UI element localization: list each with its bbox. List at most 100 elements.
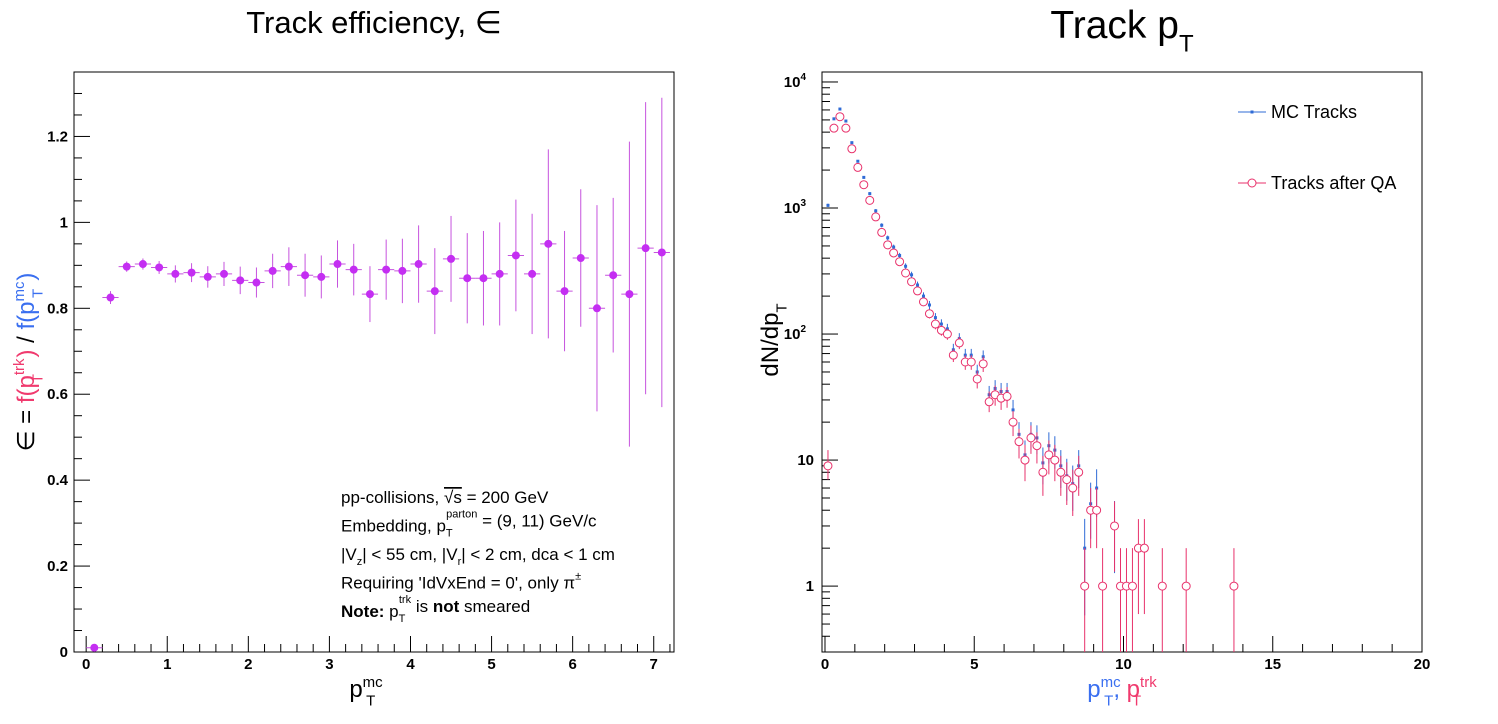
x-tick-label: 10	[1115, 656, 1132, 673]
mc-marker	[921, 294, 925, 298]
x-tick-label: 1	[163, 656, 171, 673]
trk-track-point	[889, 248, 899, 258]
efficiency-marker	[106, 293, 115, 302]
efficiency-marker	[657, 248, 666, 257]
efficiency-point	[524, 213, 541, 335]
trk-marker	[978, 359, 988, 369]
efficiency-point	[588, 205, 606, 412]
trk-marker	[853, 162, 863, 172]
mc-marker	[874, 209, 878, 213]
efficiency-marker	[398, 266, 407, 275]
y-tick-label: 0.2	[47, 558, 68, 575]
trk-track-point	[1229, 548, 1239, 652]
trk-track-point	[1014, 428, 1024, 459]
mc-track-point	[826, 203, 830, 208]
efficiency-marker	[382, 265, 391, 274]
mc-track-point	[838, 107, 842, 111]
mc-track-point	[868, 192, 872, 196]
trk-track-point	[1044, 440, 1054, 475]
annotation-line: Embedding, pT​parton​ = (9, 11) GeV/c	[341, 509, 597, 540]
annotation-line: Note: pT​trk​ is not smeared	[341, 594, 530, 625]
trk-track-point	[907, 277, 917, 287]
efficiency-marker	[365, 290, 374, 299]
efficiency-marker	[220, 269, 228, 278]
trk-marker	[835, 112, 845, 122]
trk-track-point	[1002, 387, 1012, 408]
trk-track-point	[847, 144, 857, 154]
efficiency-point	[329, 240, 346, 288]
efficiency-point	[151, 261, 168, 274]
efficiency-marker	[268, 266, 277, 275]
trk-marker	[895, 257, 905, 267]
trk-track-point	[1032, 432, 1042, 464]
trk-marker	[954, 338, 964, 348]
mc-track-point	[880, 223, 884, 228]
trk-track-point	[954, 336, 964, 350]
trk-marker	[1032, 441, 1042, 451]
trk-marker	[1020, 455, 1030, 465]
trk-marker	[823, 461, 833, 471]
efficiency-point	[459, 233, 476, 324]
trk-track-point	[1157, 548, 1167, 652]
efficiency-point	[248, 267, 265, 298]
trk-track-point	[930, 319, 940, 330]
mc-marker	[850, 141, 854, 145]
efficiency-marker	[576, 254, 585, 263]
track-pt-data-points	[823, 107, 1239, 652]
y-tick-label: 1	[806, 578, 814, 595]
efficiency-marker	[171, 269, 180, 278]
trk-marker	[1110, 521, 1120, 531]
trk-track-point	[1020, 444, 1030, 482]
trk-track-point	[948, 349, 958, 362]
efficiency-data-points	[86, 97, 670, 652]
trk-marker	[889, 248, 899, 258]
trk-track-point	[865, 195, 875, 205]
trk-marker	[1026, 433, 1036, 443]
efficiency-marker	[463, 274, 472, 283]
trk-track-point	[1056, 455, 1066, 496]
x-tick-label: 20	[1414, 656, 1431, 673]
trk-track-point	[984, 391, 994, 413]
x-tick-label: 15	[1264, 656, 1281, 673]
efficiency-marker	[90, 643, 99, 652]
x-tick-label: 0	[821, 656, 829, 673]
trk-marker	[901, 268, 911, 278]
trk-marker	[847, 144, 857, 154]
efficiency-point	[199, 266, 216, 288]
mc-marker	[927, 303, 931, 307]
efficiency-point	[556, 230, 573, 352]
trk-marker	[1044, 450, 1054, 460]
trk-marker	[841, 123, 851, 133]
trk-track-point	[918, 297, 928, 307]
efficiency-point	[378, 239, 395, 300]
trk-marker	[1002, 391, 1012, 401]
legend-entry: MC Tracks	[1238, 102, 1357, 122]
trk-marker	[1092, 505, 1102, 515]
trk-marker	[948, 350, 958, 360]
trk-marker	[1157, 581, 1167, 591]
mc-marker	[838, 107, 842, 111]
efficiency-marker	[447, 254, 456, 263]
efficiency-marker	[528, 269, 537, 278]
trk-track-point	[972, 370, 982, 389]
trk-marker	[883, 240, 893, 250]
trk-track-point	[1074, 455, 1084, 496]
efficiency-point	[313, 255, 330, 299]
efficiency-marker	[333, 260, 342, 269]
trk-track-point	[1139, 519, 1149, 615]
trk-marker	[913, 286, 923, 296]
efficiency-marker	[236, 276, 245, 285]
trk-track-point	[1068, 469, 1078, 516]
efficiency-point	[215, 261, 233, 286]
trk-track-point	[841, 123, 851, 133]
efficiency-marker	[284, 262, 293, 271]
track-pt-legend: MC Tracks Tracks after QA	[1238, 102, 1396, 193]
trk-marker	[1080, 581, 1090, 591]
efficiency-marker	[349, 265, 358, 274]
efficiency-point	[426, 248, 443, 335]
trk-track-point	[1127, 548, 1137, 652]
annotation-line: Requiring 'IdVxEnd = 0', only π±​	[341, 571, 581, 593]
x-tick-label: 5	[487, 656, 495, 673]
